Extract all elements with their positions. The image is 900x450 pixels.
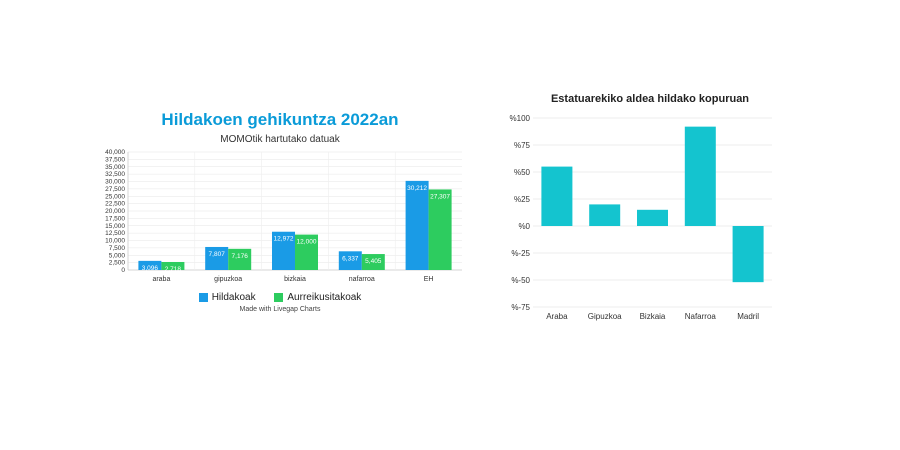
x-tick-label: Madril xyxy=(737,312,759,321)
y-tick-label: 12,500 xyxy=(105,230,125,237)
data-label: 7,176 xyxy=(232,253,249,260)
chart-title: Hildakoen gehikuntza 2022an xyxy=(161,110,399,129)
y-tick-label: 17,500 xyxy=(105,215,125,222)
x-tick-label: araba xyxy=(152,276,170,283)
y-tick-label: 20,000 xyxy=(105,208,125,215)
legend-label: Aurreikusitakoak xyxy=(287,292,362,303)
data-label: 12,000 xyxy=(297,239,317,246)
y-tick-label: 15,000 xyxy=(105,223,125,230)
y-tick-label: 35,000 xyxy=(105,164,125,171)
bar-hildakoak-bizkaia xyxy=(272,231,295,270)
chart-title-right: Estatuarekiko aldea hildako kopuruan xyxy=(550,93,750,105)
y-tick-label: 37,500 xyxy=(105,156,125,163)
y-tick-label: 27,500 xyxy=(105,186,125,193)
data-label: 3,096 xyxy=(142,265,159,272)
legend-item-aurreikusitakoak[interactable]: Aurreikusitakoak xyxy=(274,292,361,303)
chart-credit: Made with Livegap Charts xyxy=(239,306,321,313)
y-tick-label: %-75 xyxy=(511,303,530,312)
bar-aurreikusitakoak-eh xyxy=(428,189,452,270)
legend-item-hildakoak[interactable]: Hildakoak xyxy=(198,292,256,303)
y-tick-label: 25,000 xyxy=(105,193,125,200)
x-tick-label: Bizkaia xyxy=(640,312,666,321)
chart-left-panel: Hildakoen gehikuntza 2022an MOMOtik hart… xyxy=(90,100,470,330)
x-tick-label: bizkaia xyxy=(284,276,306,283)
x-tick-label: Nafarroa xyxy=(685,312,717,321)
x-tick-label: Araba xyxy=(546,312,568,321)
data-label: 6,337 xyxy=(342,255,359,262)
bar-araba xyxy=(541,166,573,226)
y-tick-label: 7,500 xyxy=(109,245,126,252)
bar-gipuzkoa xyxy=(589,204,621,226)
y-tick-label: %75 xyxy=(514,141,531,150)
y-tick-label: 32,500 xyxy=(105,171,125,178)
bar-aurreikusitakoak-nafarroa xyxy=(361,254,385,270)
y-tick-label: %0 xyxy=(518,222,530,231)
legend-swatch xyxy=(198,292,208,302)
bar-aurreikusitakoak-bizkaia xyxy=(295,234,318,270)
data-label: 5,405 xyxy=(365,258,382,265)
y-tick-label: 22,500 xyxy=(105,201,125,208)
y-tick-label: 5,000 xyxy=(109,252,126,259)
y-tick-label: %-50 xyxy=(511,276,530,285)
chart-right-svg: %-75 %-50 %-25 %0 %25 %50 %75 %100 Araba Gipuzkoa… xyxy=(510,114,772,321)
y-tick-label: 30,000 xyxy=(105,179,125,186)
x-tick-label: EH xyxy=(424,276,434,283)
bar-hildakoak-eh xyxy=(405,180,429,270)
legend-label: Hildakoak xyxy=(211,292,256,303)
y-tick-label: 0 xyxy=(121,267,125,274)
data-label: 2,718 xyxy=(165,266,182,273)
bar-aurreikusitakoak-araba xyxy=(161,261,185,270)
data-label: 30,212 xyxy=(407,185,427,192)
y-tick-label: 2,500 xyxy=(109,260,126,267)
data-label: 12,972 xyxy=(274,236,294,243)
legend-swatch xyxy=(274,292,284,302)
bar-hildakoak-araba xyxy=(138,260,162,270)
x-tick-label: gipuzkoa xyxy=(214,276,242,283)
bar-bizkaia xyxy=(637,209,668,226)
chart-legend: Hildakoak Aurreikusitakoak xyxy=(90,292,470,303)
y-tick-label: %50 xyxy=(514,168,531,177)
bar-aurreikusitakoak-gipuzkoa xyxy=(228,248,252,270)
y-tick-label: %100 xyxy=(510,114,531,123)
bar-nafarroa xyxy=(684,126,716,226)
data-label: 27,307 xyxy=(430,193,450,200)
data-label: 7,807 xyxy=(209,251,226,258)
y-tick-label: %-25 xyxy=(511,249,530,258)
bar-hildakoak-nafarroa xyxy=(338,251,362,270)
chart-subtitle: MOMOtik hartutako datuak xyxy=(220,134,340,145)
bar-hildakoak-gipuzkoa xyxy=(205,246,229,270)
x-tick-label: Gipuzkoa xyxy=(588,312,622,321)
chart-left-svg: 02,5005,0007,50010,00012,50015,00017,500… xyxy=(105,149,462,283)
chart-right-panel: Estatuarekiko aldea hildako kopuruan %-7… xyxy=(500,85,800,335)
x-tick-label: nafarroa xyxy=(349,276,375,283)
y-tick-label: 10,000 xyxy=(105,238,125,245)
y-tick-label: %25 xyxy=(514,195,531,204)
y-tick-label: 40,000 xyxy=(105,149,125,156)
bar-madril xyxy=(732,226,764,283)
